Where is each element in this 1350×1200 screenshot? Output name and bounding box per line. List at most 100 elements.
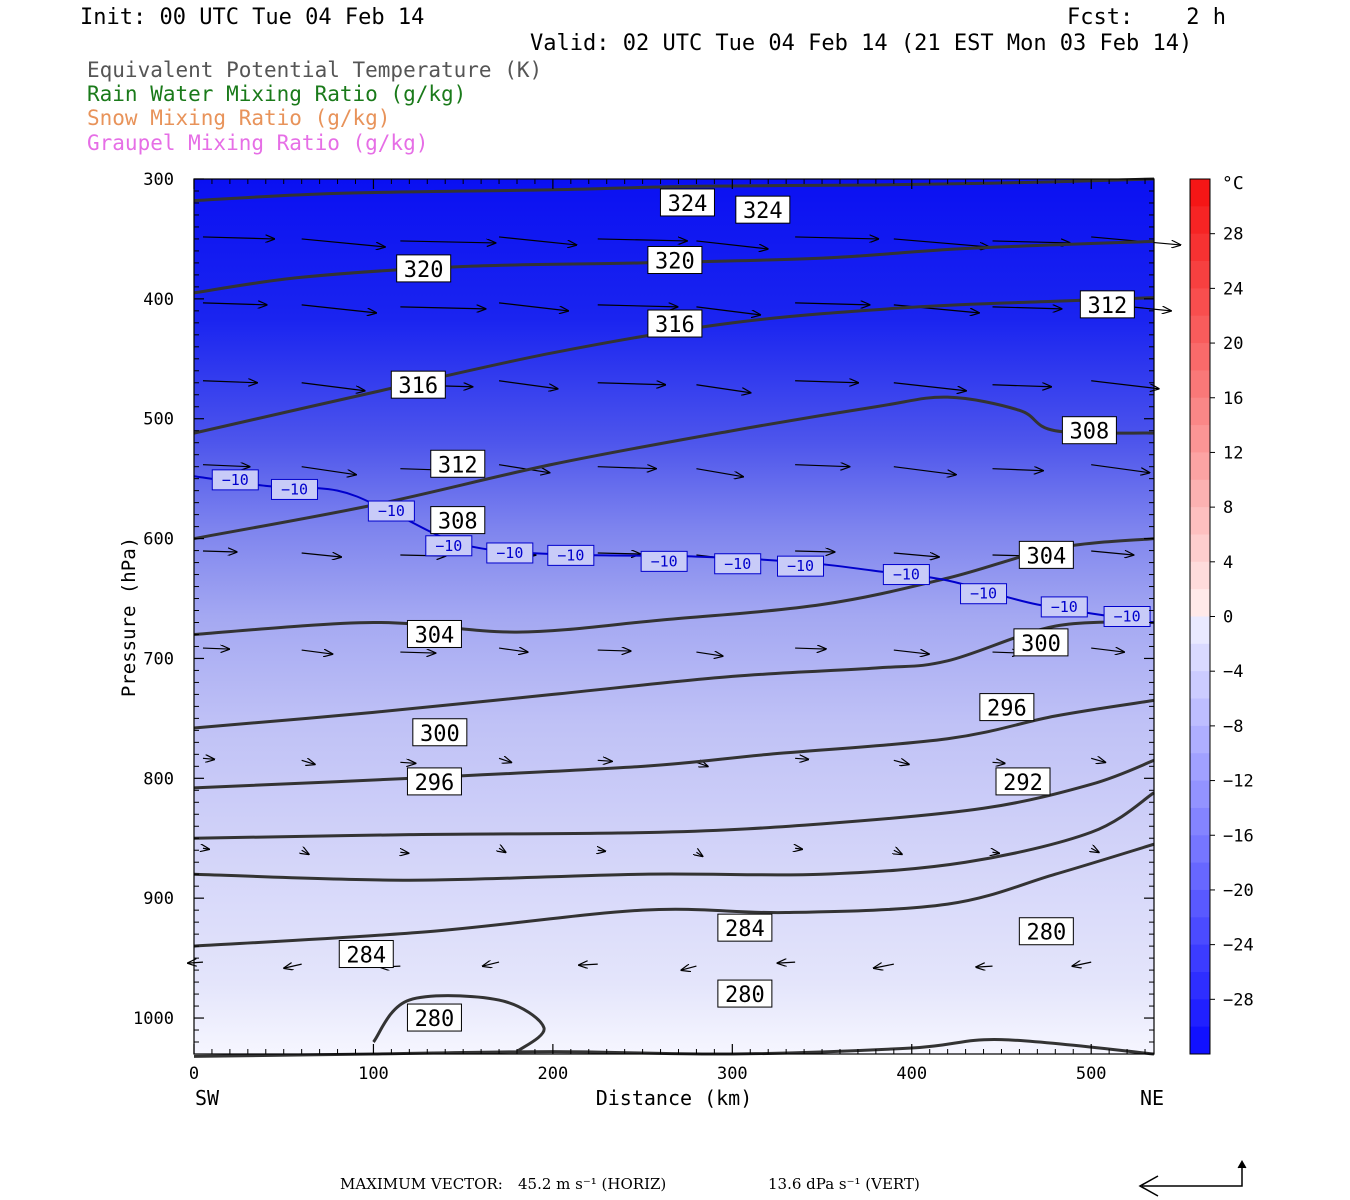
colorbar-label: 24 [1223,279,1243,299]
colorbar-label: 20 [1223,334,1243,354]
wind-vector [301,650,333,654]
svg-text:300: 300 [1021,632,1061,657]
theta-e-label: 280 [406,1003,462,1032]
wind-vector [696,652,722,656]
wind-vector [597,239,687,241]
contour-labels: 324 324 320 320 312 316 316 312 308 308 304 304 300 3… [211,188,1151,1032]
wind-vector [579,964,598,965]
colorbar-label: −8 [1223,717,1243,737]
colorbar-band [1190,315,1210,344]
colorbar-band [1190,999,1210,1028]
svg-text:−10: −10 [496,544,523,562]
wind-vector [302,850,309,854]
svg-text:292: 292 [1003,771,1043,796]
wind-vector [202,648,229,649]
wind-vector [992,385,1051,387]
wind-vector [893,382,966,391]
colorbar-band [1190,397,1210,426]
theta-e-label: 284 [338,940,394,969]
wind-vector [188,962,204,963]
colorbar-band [1190,206,1210,235]
colorbar-band [1190,370,1210,399]
colorbar-band [1190,862,1210,891]
wind-vector [498,302,568,311]
wind-vector [400,852,408,853]
wind-vector [1091,380,1159,389]
theta-e-label: 292 [995,767,1051,796]
colorbar-band [1190,561,1210,590]
wind-vector [202,381,257,383]
colorbar-band [1190,835,1210,864]
wind-vector [992,241,1070,243]
valid-time: Valid: 02 UTC Tue 04 Feb 14 (21 EST Mon … [530,31,1193,56]
theta-e-label: 308 [430,506,486,535]
legend-theta-e: Equivalent Potential Temperature (K) [87,58,543,82]
svg-text:308: 308 [438,510,478,535]
wind-vector [301,553,341,557]
wind-vector [499,848,506,852]
theta-e-contour-316 [193,296,1155,435]
svg-text:320: 320 [655,250,695,275]
theta-e-label: 304 [406,619,462,648]
isotherm-label: −10 [270,478,318,500]
isotherm-label: −10 [425,535,473,557]
wind-vector [992,469,1043,471]
wind-vector [202,465,250,467]
isotherm-label: −10 [960,583,1008,605]
isotherm-label: −10 [1040,596,1088,618]
svg-text:312: 312 [1087,294,1127,319]
colorbar-band [1190,179,1210,207]
colorbar-band [1190,589,1210,617]
colorbar-band [1190,507,1210,535]
wind-vector [893,650,929,654]
x-tick-label: 400 [896,1064,927,1084]
colorbar-label: 28 [1223,225,1243,245]
colorbar-band [1190,479,1210,508]
legend-rain: Rain Water Mixing Ratio (g/kg) [87,82,467,106]
wind-vector [400,652,435,653]
svg-text:324: 324 [743,199,783,224]
y-tick-label: 400 [143,290,174,310]
colorbar-band [1190,616,1210,645]
y-tick-label: 300 [143,170,174,190]
colorbar-band [1190,343,1210,371]
wind-vector [498,380,558,389]
x-axis-label: Distance (km) [596,1086,753,1110]
svg-text:−10: −10 [222,471,249,489]
x-tick-label: 100 [358,1064,389,1084]
svg-text:284: 284 [346,944,386,969]
colorbar-band [1190,534,1210,563]
wind-vector [400,307,485,309]
isotherm-label: −10 [486,542,534,564]
theta-e-label: 296 [979,693,1035,722]
wind-vector [993,852,1000,853]
colorbar-label: 16 [1223,389,1243,409]
svg-text:316: 316 [655,313,695,338]
isotherm-label: −10 [777,555,825,577]
colorbar-band [1190,725,1210,754]
colorbar-band [1190,944,1210,973]
wind-vector [681,966,697,970]
svg-text:284: 284 [725,917,765,942]
colorbar-band [1190,671,1210,700]
wind-vector [893,238,989,247]
theta-e-label: 320 [647,246,703,275]
wind-vector [284,964,302,968]
wind-vector [400,762,415,763]
svg-text:−10: −10 [378,502,405,520]
svg-text:−10: −10 [1051,598,1078,616]
theta-e-label: 324 [735,195,791,224]
wind-vector [1091,648,1124,652]
wind-vector [696,306,760,315]
y-tick-label: 900 [143,889,174,909]
svg-text:−10: −10 [724,555,751,573]
x-right-end-label: NE [1140,1086,1164,1110]
theta-e-contour-288 [193,842,1155,948]
x-tick-label: 0 [189,1064,199,1084]
theta-e-label: 304 [1018,540,1074,569]
x-tick-label: 500 [1076,1064,1107,1084]
colorbar-band [1190,917,1210,946]
isotherm-label: −10 [882,564,930,586]
colorbar-band [1190,643,1210,672]
theta-e-label: 324 [659,188,715,217]
